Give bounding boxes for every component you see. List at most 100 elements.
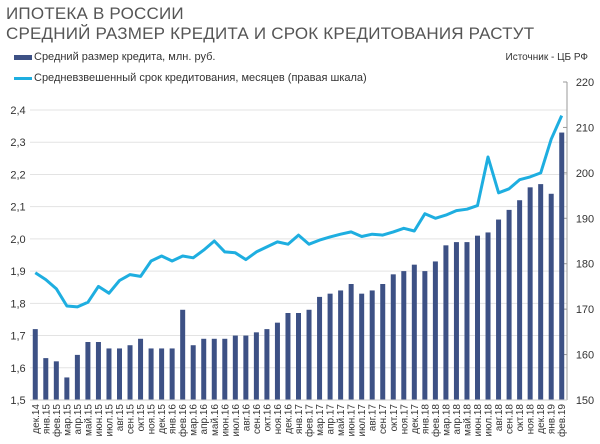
y-left-tick-label: 1,6 xyxy=(10,363,25,375)
x-tick-label: дек.14 xyxy=(31,404,42,434)
x-tick-label: июн.15 xyxy=(94,404,105,437)
bar xyxy=(32,329,38,400)
bar xyxy=(106,348,112,400)
x-tick-label: дек.16 xyxy=(283,404,294,434)
x-tick-label: окт.16 xyxy=(262,404,273,432)
bar xyxy=(201,338,207,400)
x-tick-label: окт.15 xyxy=(136,404,147,432)
y-right-tick-label: 220 xyxy=(576,77,594,89)
x-tick-label: авг.18 xyxy=(494,404,505,432)
bar xyxy=(475,235,480,400)
bar xyxy=(53,361,59,400)
x-tick-label: июн.16 xyxy=(220,404,231,437)
x-tick-label: янв.19 xyxy=(547,404,558,435)
legend-label-bar: Средний размер кредита, млн. руб. xyxy=(34,51,216,63)
x-tick-label: апр.15 xyxy=(73,404,84,435)
chart-subtitle: СРЕДНИЙ РАЗМЕР КРЕДИТА И СРОК КРЕДИТОВАН… xyxy=(6,24,535,43)
x-tick-label: фев.16 xyxy=(177,404,189,437)
bar xyxy=(148,348,154,400)
bar xyxy=(338,290,344,400)
y-left-tick-label: 2,2 xyxy=(10,169,25,181)
x-tick-label: окт.18 xyxy=(515,404,526,432)
y-left-tick-label: 2,3 xyxy=(10,137,25,149)
bar xyxy=(538,184,544,400)
source-note: Источник - ЦБ РФ xyxy=(505,52,588,63)
bar xyxy=(327,293,333,400)
x-tick-label: мар.16 xyxy=(189,404,200,436)
x-tick-label: фев.17 xyxy=(304,404,316,437)
bar xyxy=(159,348,165,400)
x-tick-label: фев.19 xyxy=(556,404,568,437)
bar xyxy=(527,187,533,400)
x-tick-label: фев.15 xyxy=(51,404,63,437)
x-tick-label: июн.18 xyxy=(473,404,484,437)
bar xyxy=(253,332,259,400)
x-tick-label: авг.16 xyxy=(241,404,252,432)
bar xyxy=(95,342,101,400)
y-right-tick-label: 200 xyxy=(576,168,594,180)
x-tick-label: ноя.15 xyxy=(147,404,158,435)
x-tick-label: янв.16 xyxy=(168,404,179,435)
x-tick-label: авг.15 xyxy=(115,404,126,432)
bar xyxy=(548,193,554,400)
legend-swatch-line xyxy=(14,76,32,80)
chart-title: ИПОТЕКА В РОССИИ xyxy=(6,4,184,23)
y-right-tick-label: 180 xyxy=(576,259,594,271)
bar xyxy=(64,377,70,400)
x-tick-label: авг.17 xyxy=(368,404,379,432)
y-left-tick-label: 2,0 xyxy=(10,234,25,246)
bar xyxy=(74,354,80,400)
x-tick-label: мар.15 xyxy=(62,404,73,436)
x-tick-label: янв.18 xyxy=(420,404,431,435)
bar xyxy=(401,271,407,400)
bar xyxy=(296,313,301,400)
y-right-tick-label: 150 xyxy=(576,395,594,407)
bar xyxy=(453,242,459,400)
bar xyxy=(317,296,323,400)
bar xyxy=(422,271,428,400)
x-tick-label: июл.16 xyxy=(231,404,242,437)
x-tick-label: сен.15 xyxy=(126,404,137,434)
x-tick-label: мар.18 xyxy=(441,404,452,436)
bar xyxy=(443,245,449,400)
bar xyxy=(369,290,375,400)
x-tick-label: май.18 xyxy=(462,404,473,436)
x-tick-label: дек.15 xyxy=(157,404,168,434)
bar xyxy=(506,209,512,400)
x-tick-label: янв.15 xyxy=(41,404,52,435)
bar xyxy=(211,338,217,400)
y-right-tick-label: 190 xyxy=(576,213,594,225)
bar xyxy=(359,293,365,400)
bar xyxy=(285,313,291,400)
bar xyxy=(390,274,396,400)
bar xyxy=(485,232,491,400)
x-tick-label: дек.18 xyxy=(536,404,547,434)
bar xyxy=(243,335,249,400)
bar xyxy=(138,338,144,400)
y-right-tick-label: 160 xyxy=(576,350,594,362)
bar xyxy=(222,338,228,400)
bar xyxy=(464,242,470,400)
x-tick-label: сен.16 xyxy=(252,404,263,434)
y-left-tick-label: 1,7 xyxy=(10,331,25,343)
y-left-tick-label: 1,5 xyxy=(10,395,25,407)
bar xyxy=(432,261,438,400)
legend-item-bar: Средний размер кредита, млн. руб. xyxy=(14,51,215,63)
bar xyxy=(306,309,312,400)
x-tick-label: мар.17 xyxy=(315,404,326,436)
bar xyxy=(127,345,133,400)
bar xyxy=(85,342,91,400)
x-tick-label: июл.18 xyxy=(484,404,495,437)
x-tick-label: май.17 xyxy=(336,404,347,436)
bar xyxy=(411,264,417,400)
line-series xyxy=(34,114,564,309)
x-tick-label: сен.17 xyxy=(378,404,389,434)
y-right-tick-label: 210 xyxy=(576,122,594,134)
legend-item-line: Средневзвешенный срок кредитования, меся… xyxy=(14,72,367,84)
x-tick-label: май.16 xyxy=(210,404,221,436)
legend-swatch-bar xyxy=(14,54,32,60)
legend-label-line: Средневзвешенный срок кредитования, меся… xyxy=(34,72,367,84)
x-tick-label: апр.16 xyxy=(199,404,210,435)
bar xyxy=(232,335,238,400)
